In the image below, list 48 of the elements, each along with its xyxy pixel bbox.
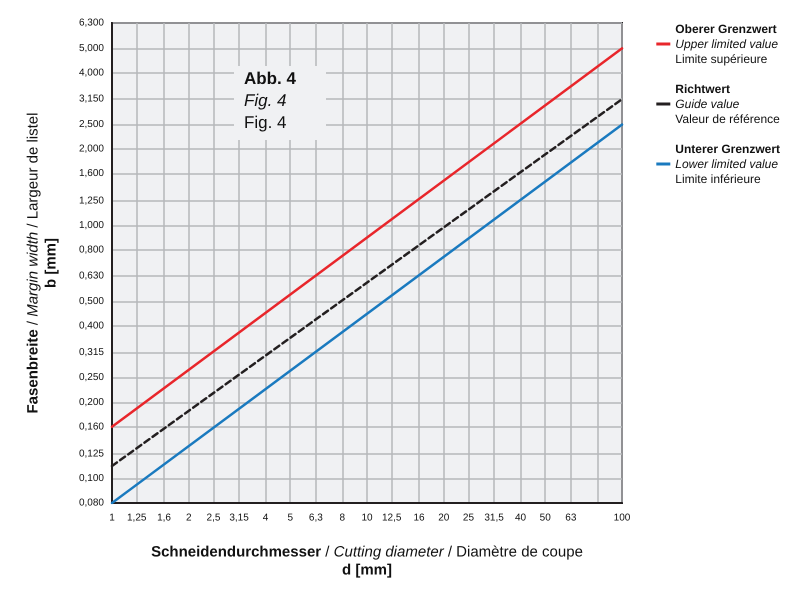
y-tick-label: 0,100 (78, 472, 104, 484)
x-tick-label: 6,3 (308, 512, 324, 524)
y-tick-label: 0,080 (78, 498, 104, 508)
y-tick-label: 0,200 (78, 396, 104, 408)
annotation: Fig. 4 (244, 113, 287, 132)
text: Schneidendurchmesser / Cutting diameter / Diamètre de coupe d [mm] (151, 544, 583, 578)
y-tick-label: 0,315 (78, 346, 104, 358)
annotation: Fig. 4 (244, 91, 287, 110)
y-tick-label: 1,000 (78, 220, 104, 231)
y-tick-label: 2,500 (78, 119, 104, 130)
y-tick-label: 5,000 (78, 42, 104, 54)
annotation: Abb. 4 (244, 69, 296, 88)
y-tick-label: 2,000 (78, 144, 104, 155)
x-tick-label: 20 (438, 512, 450, 524)
y-tick-label: 0,250 (78, 372, 104, 384)
legend-label: Oberer Grenzwert Upper limited value Limite supérieure (675, 22, 778, 66)
x-tick-label: 1,6 (157, 512, 172, 524)
x-tick-label: 2 (186, 512, 192, 524)
y-tick-label: 0,800 (78, 244, 104, 256)
y-tick-label: 0,500 (78, 296, 104, 308)
y-tick-label: 0,400 (78, 320, 104, 332)
x-tick-label: 3,15 (229, 512, 250, 524)
x-tick-label: 25 (462, 512, 474, 524)
x-tick-label: 31,5 (484, 512, 504, 524)
x-tick-label: 50 (540, 512, 552, 524)
y-tick-label: 0,160 (78, 421, 104, 432)
x-tick-label: 1,25 (126, 512, 147, 524)
x-tick-label: 63 (565, 512, 577, 524)
x-tick-label: 4 (262, 512, 269, 524)
x-tick-label: 100 (614, 512, 631, 524)
x-tick-label: 2,5 (206, 512, 221, 524)
y-tick-label: 0,125 (78, 448, 104, 460)
y-tick-label: 1,250 (78, 195, 104, 206)
x-tick-label: 10 (361, 512, 373, 524)
y-tick-label: 3,150 (78, 94, 104, 105)
x-tick-label: 1 (109, 512, 116, 524)
y-tick-label: 4,000 (78, 67, 104, 78)
legend-label: Richtwert Guide value Valeur de référence (675, 82, 780, 126)
x-tick-label: 16 (413, 512, 426, 524)
text: Fasenbreite / Margin width / Largeur de listel b [mm] (24, 112, 60, 414)
legend-label: Unterer Grenzwert Lower limited value Limite inférieure (675, 142, 780, 186)
y-tick-label: 0,630 (78, 270, 104, 282)
y-tick-label: 1,600 (78, 168, 104, 180)
y-tick-label: 6,300 (78, 18, 104, 28)
x-tick-label: 5 (287, 512, 294, 524)
x-tick-label: 40 (514, 512, 527, 524)
x-tick-label: 12,5 (382, 512, 402, 524)
x-tick-label: 8 (340, 512, 346, 524)
